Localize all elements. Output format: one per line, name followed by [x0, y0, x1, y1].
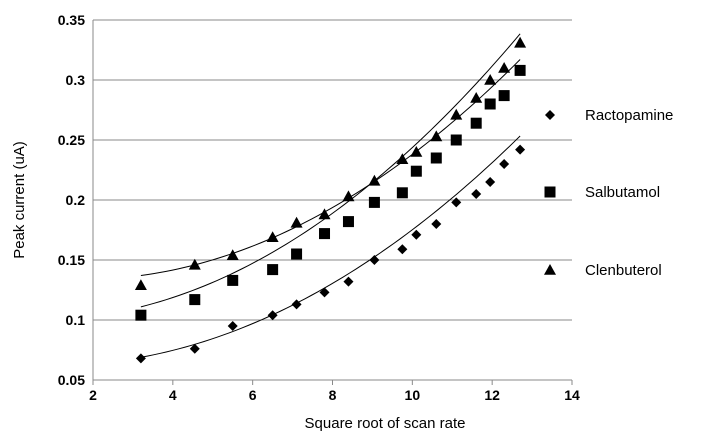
y-tick-label: 0.2 [66, 192, 86, 208]
ractopamine-point [397, 244, 408, 255]
y-tick-label: 0.05 [58, 372, 85, 388]
clenbuterol-point [188, 258, 201, 270]
ractopamine-point [135, 353, 146, 364]
clenbuterol-point [498, 62, 511, 73]
legend-salbutamol-marker [544, 186, 556, 198]
clenbuterol-point [342, 190, 355, 202]
salbutamol-point [514, 64, 526, 76]
x-tick-labels: 2 4 6 8 10 12 14 [89, 387, 580, 403]
gridlines [93, 19, 572, 321]
clenbuterol-point [318, 208, 331, 220]
clenbuterol-point [484, 74, 497, 85]
clenbuterol-point [514, 36, 527, 48]
x-tick-label: 14 [564, 387, 580, 403]
data-points [134, 36, 527, 364]
salbutamol-point [484, 98, 496, 110]
clenbuterol-point [226, 249, 239, 260]
ractopamine-point [189, 343, 200, 354]
legend-ractopamine-marker [545, 110, 555, 120]
x-axis-label: Square root of scan rate [305, 415, 466, 432]
x-tick-label: 8 [329, 387, 337, 403]
clenbuterol-point [450, 108, 463, 120]
salbutamol-point [267, 264, 279, 276]
ractopamine-point [485, 177, 496, 187]
axes [92, 20, 573, 385]
clenbuterol-point [396, 153, 409, 164]
clenbuterol-point [290, 216, 303, 228]
y-tick-label: 0.3 [66, 72, 86, 88]
y-axis-label: Peak current (uA) [11, 141, 28, 259]
y-tick-labels: 0.05 0.1 0.15 0.2 0.25 0.3 0.35 [58, 12, 85, 388]
y-tick-label: 0.1 [66, 312, 86, 328]
clenbuterol-trend-line [140, 59, 521, 277]
clenbuterol-point [368, 174, 381, 186]
legend: Ractopamine Salbutamol Clenbuterol [544, 107, 673, 279]
clenbuterol-point [410, 146, 423, 157]
ractopamine-point [471, 189, 482, 199]
legend-clenbuterol-marker [544, 264, 556, 275]
clenbuterol-point [470, 92, 483, 103]
y-tick-label: 0.15 [58, 252, 85, 268]
ractopamine-point [343, 276, 354, 287]
salbutamol-point [410, 165, 422, 177]
ractopamine-point [291, 299, 302, 310]
salbutamol-point [498, 90, 510, 102]
salbutamol-point [189, 294, 201, 306]
ractopamine-point [411, 229, 422, 240]
trend-lines [140, 33, 521, 358]
ractopamine-trend-line [140, 135, 521, 358]
x-tick-label: 2 [89, 387, 97, 403]
salbutamol-point [450, 134, 462, 146]
x-tick-label: 4 [169, 387, 177, 403]
ractopamine-point [499, 159, 510, 169]
ractopamine-point [369, 255, 380, 265]
y-tick-label: 0.25 [58, 132, 85, 148]
ractopamine-point [431, 219, 442, 229]
salbutamol-point [135, 309, 147, 321]
clenbuterol-point [430, 130, 443, 142]
legend-ractopamine-label: Ractopamine [585, 107, 673, 124]
salbutamol-trend-line [140, 33, 521, 308]
salbutamol-point [319, 228, 331, 240]
salbutamol-point [291, 248, 303, 260]
legend-clenbuterol-label: Clenbuterol [585, 262, 662, 279]
clenbuterol-point [266, 231, 279, 242]
salbutamol-point [368, 196, 380, 208]
salbutamol-point [470, 117, 482, 129]
ractopamine-point [451, 197, 462, 208]
ractopamine-point [515, 144, 526, 155]
x-tick-label: 6 [249, 387, 257, 403]
x-tick-label: 10 [405, 387, 421, 403]
ractopamine-point [267, 310, 278, 321]
clenbuterol-point [134, 279, 147, 290]
salbutamol-point [430, 152, 442, 164]
x-tick-label: 12 [484, 387, 500, 403]
y-tick-label: 0.35 [58, 12, 85, 28]
ractopamine-point [319, 287, 330, 298]
salbutamol-point [227, 274, 239, 286]
ractopamine-point [227, 321, 238, 331]
salbutamol-point [396, 187, 408, 199]
salbutamol-point [342, 216, 354, 228]
legend-salbutamol-label: Salbutamol [585, 184, 660, 201]
